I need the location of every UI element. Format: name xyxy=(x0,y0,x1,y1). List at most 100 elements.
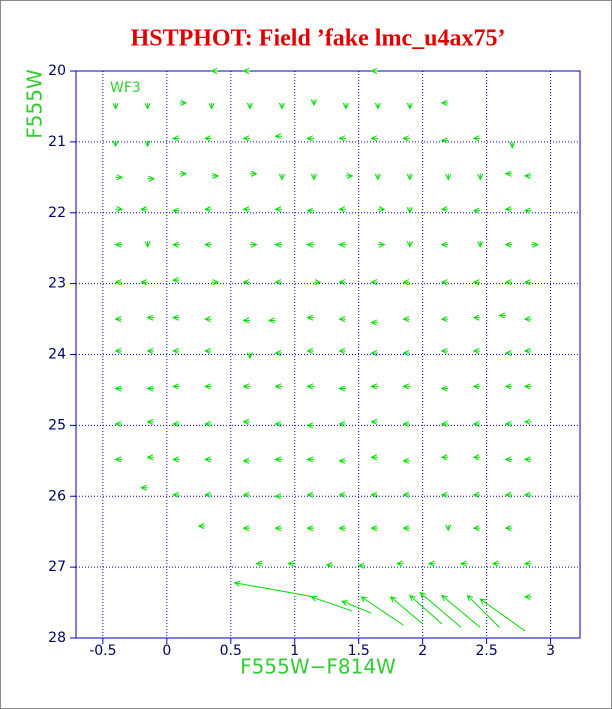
arrow xyxy=(144,140,151,148)
arrow xyxy=(172,420,180,428)
arrow xyxy=(204,456,212,463)
arrow xyxy=(440,594,481,628)
arrow xyxy=(204,491,212,498)
arrow xyxy=(504,456,513,463)
arrow xyxy=(172,241,180,248)
arrow xyxy=(242,491,250,498)
arrow xyxy=(523,207,532,214)
arrow xyxy=(498,312,506,319)
arrow xyxy=(402,457,410,464)
arrow xyxy=(338,385,346,392)
arrow xyxy=(197,522,206,530)
arrow xyxy=(208,102,215,110)
arrow xyxy=(440,99,449,106)
arrow xyxy=(472,207,481,214)
arrow xyxy=(172,491,180,498)
y-tick-label: 21 xyxy=(48,134,66,150)
arrow xyxy=(338,206,346,213)
arrow xyxy=(440,385,449,392)
arrow xyxy=(242,457,250,464)
arrow xyxy=(306,491,314,498)
arrow xyxy=(370,525,378,532)
arrow xyxy=(112,102,119,110)
arrow xyxy=(504,525,513,532)
arrow xyxy=(242,418,250,425)
arrow xyxy=(246,102,254,110)
arrow xyxy=(345,172,354,179)
arrow xyxy=(242,135,250,142)
arrow xyxy=(440,279,449,286)
arrow xyxy=(440,491,449,498)
arrow xyxy=(140,279,148,286)
arrow xyxy=(370,383,378,390)
arrow xyxy=(523,418,532,425)
x-tick-label: 0.5 xyxy=(220,643,242,659)
arrow xyxy=(204,241,212,248)
arrow xyxy=(338,420,346,428)
arrow xyxy=(114,385,123,392)
arrow xyxy=(466,594,500,628)
arrow xyxy=(402,135,410,142)
arrow xyxy=(114,456,123,463)
arrow xyxy=(406,241,413,248)
arrow xyxy=(523,347,532,355)
arrow xyxy=(306,347,314,355)
arrow xyxy=(374,173,381,181)
arrow xyxy=(440,241,449,248)
arrow xyxy=(440,347,449,355)
arrow xyxy=(440,454,449,461)
arrow xyxy=(523,593,532,600)
arrow xyxy=(370,67,378,75)
arrow xyxy=(242,525,250,532)
arrow xyxy=(255,560,263,567)
arrow xyxy=(114,316,123,323)
arrow xyxy=(144,102,151,110)
arrow xyxy=(402,383,410,390)
x-tick-label: 1.5 xyxy=(348,643,370,659)
arrow xyxy=(242,67,250,75)
arrow xyxy=(406,173,413,181)
arrow xyxy=(504,241,513,248)
arrow xyxy=(370,319,378,326)
arrow xyxy=(338,241,346,248)
arrow xyxy=(274,525,282,532)
arrow xyxy=(306,525,314,532)
y-tick-label: 24 xyxy=(48,347,66,363)
arrow xyxy=(146,385,155,392)
arrow xyxy=(242,383,250,390)
arrow xyxy=(504,350,513,357)
arrow xyxy=(242,317,250,324)
arrow xyxy=(172,207,180,214)
chart-title: HSTPHOT: Field ’fake lmc_u4ax75’ xyxy=(131,26,506,52)
arrow xyxy=(504,420,513,428)
arrow xyxy=(360,596,404,626)
arrow xyxy=(402,491,410,498)
arrow xyxy=(402,525,410,532)
arrow xyxy=(147,175,156,182)
arrow xyxy=(172,347,180,355)
arrow xyxy=(402,316,410,323)
arrow xyxy=(204,316,212,323)
arrow xyxy=(504,170,513,177)
arrow xyxy=(274,456,282,463)
arrow xyxy=(389,596,423,625)
arrow xyxy=(211,279,220,286)
arrow xyxy=(233,580,315,598)
arrow xyxy=(531,241,539,248)
arrow xyxy=(341,600,372,614)
arrow xyxy=(146,418,155,425)
arrow xyxy=(472,383,481,390)
arrow xyxy=(342,102,349,110)
arrow xyxy=(144,241,151,248)
arrow xyxy=(445,173,452,181)
arrow xyxy=(409,594,443,625)
arrow xyxy=(310,595,353,612)
arrow xyxy=(523,316,532,323)
y-tick-label: 25 xyxy=(48,417,66,433)
y-tick-label: 20 xyxy=(48,63,66,79)
arrow xyxy=(146,347,155,355)
arrow xyxy=(114,347,123,355)
arrow xyxy=(172,314,180,321)
arrow xyxy=(374,102,381,110)
